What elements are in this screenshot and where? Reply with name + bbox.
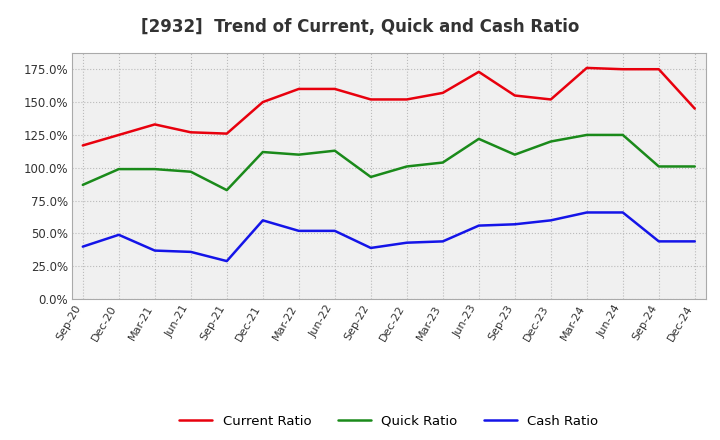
Cash Ratio <box>690 239 699 244</box>
Quick Ratio <box>582 132 591 138</box>
Current Ratio <box>654 66 663 72</box>
Current Ratio <box>330 86 339 92</box>
Current Ratio <box>222 131 231 136</box>
Cash Ratio <box>474 223 483 228</box>
Cash Ratio <box>582 210 591 215</box>
Cash Ratio <box>78 244 87 249</box>
Quick Ratio <box>546 139 555 144</box>
Cash Ratio <box>294 228 303 234</box>
Current Ratio <box>294 86 303 92</box>
Current Ratio <box>582 65 591 70</box>
Cash Ratio <box>366 246 375 251</box>
Quick Ratio <box>330 148 339 154</box>
Cash Ratio <box>222 258 231 264</box>
Cash Ratio <box>330 228 339 234</box>
Line: Cash Ratio: Cash Ratio <box>83 213 695 261</box>
Quick Ratio <box>438 160 447 165</box>
Current Ratio <box>618 66 627 72</box>
Cash Ratio <box>438 239 447 244</box>
Text: [2932]  Trend of Current, Quick and Cash Ratio: [2932] Trend of Current, Quick and Cash … <box>141 18 579 36</box>
Cash Ratio <box>150 248 159 253</box>
Quick Ratio <box>654 164 663 169</box>
Line: Current Ratio: Current Ratio <box>83 68 695 146</box>
Cash Ratio <box>114 232 123 238</box>
Quick Ratio <box>186 169 195 174</box>
Quick Ratio <box>114 166 123 172</box>
Cash Ratio <box>510 222 519 227</box>
Cash Ratio <box>186 249 195 254</box>
Current Ratio <box>366 97 375 102</box>
Cash Ratio <box>546 218 555 223</box>
Quick Ratio <box>402 164 411 169</box>
Quick Ratio <box>150 166 159 172</box>
Quick Ratio <box>474 136 483 142</box>
Current Ratio <box>546 97 555 102</box>
Legend: Current Ratio, Quick Ratio, Cash Ratio: Current Ratio, Quick Ratio, Cash Ratio <box>174 409 604 433</box>
Current Ratio <box>474 69 483 74</box>
Cash Ratio <box>654 239 663 244</box>
Current Ratio <box>78 143 87 148</box>
Quick Ratio <box>78 182 87 187</box>
Quick Ratio <box>690 164 699 169</box>
Line: Quick Ratio: Quick Ratio <box>83 135 695 190</box>
Quick Ratio <box>222 187 231 193</box>
Cash Ratio <box>618 210 627 215</box>
Current Ratio <box>258 99 267 105</box>
Current Ratio <box>690 106 699 111</box>
Quick Ratio <box>366 174 375 180</box>
Current Ratio <box>510 93 519 98</box>
Current Ratio <box>402 97 411 102</box>
Cash Ratio <box>402 240 411 246</box>
Quick Ratio <box>294 152 303 157</box>
Quick Ratio <box>618 132 627 138</box>
Current Ratio <box>438 90 447 95</box>
Current Ratio <box>114 132 123 138</box>
Current Ratio <box>150 122 159 127</box>
Cash Ratio <box>258 218 267 223</box>
Quick Ratio <box>258 149 267 154</box>
Current Ratio <box>186 130 195 135</box>
Quick Ratio <box>510 152 519 157</box>
